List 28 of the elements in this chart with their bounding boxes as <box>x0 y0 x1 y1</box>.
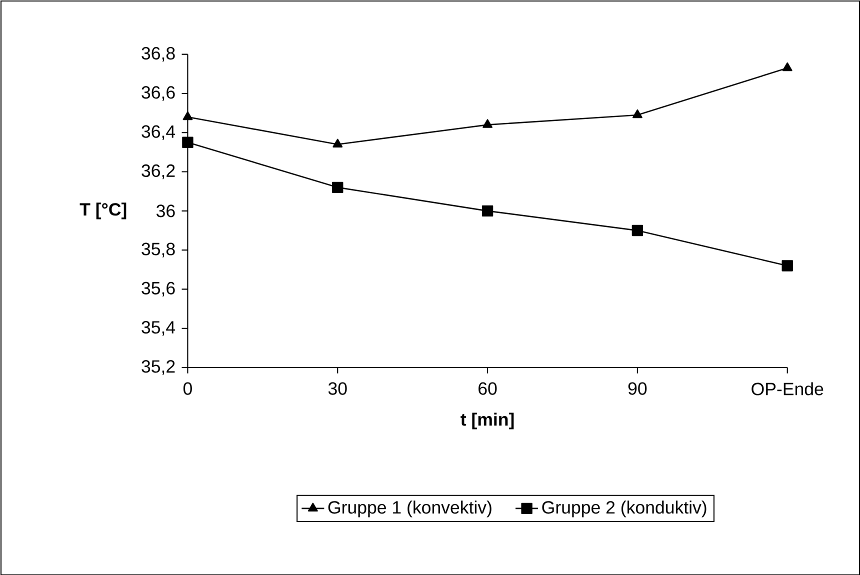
y-tick-label: 35,8 <box>142 242 175 258</box>
point <box>782 260 793 272</box>
x-tick-label: 90 <box>628 382 647 395</box>
x-tick-label: 60 <box>478 382 497 395</box>
y-tick-label: 36 <box>156 204 175 217</box>
y-tick-label: 35,6 <box>142 282 175 296</box>
y-axis-title: T [°C] <box>80 202 126 219</box>
point <box>182 111 193 120</box>
point <box>782 62 792 71</box>
x-tick-label: 0 <box>183 382 192 395</box>
point <box>332 182 344 193</box>
x-tick-label: 30 <box>328 382 347 395</box>
y-tick-label: 36,4 <box>142 125 176 140</box>
y-tick-label: 36,8 <box>142 46 175 62</box>
legend-label: Gruppe 1 (konvektiv) <box>328 500 492 517</box>
y-tick-label: 35,2 <box>142 360 175 375</box>
point <box>632 224 644 236</box>
point <box>482 205 494 216</box>
point <box>182 136 194 148</box>
point <box>332 138 343 148</box>
point <box>632 109 642 118</box>
y-tick-label: 35,4 <box>142 320 176 336</box>
x-tick-label: OP-Ende <box>752 382 824 396</box>
y-tick-label: 36,2 <box>142 164 175 179</box>
x-axis-title: t [min] <box>460 412 514 430</box>
y-tick-label: 36,6 <box>142 86 175 101</box>
point <box>482 118 492 128</box>
legend-label: Gruppe 2 (konduktiv) <box>542 500 706 517</box>
